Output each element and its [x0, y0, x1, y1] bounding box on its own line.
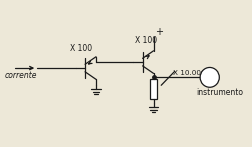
Text: X 10.000: X 10.000 [172, 70, 205, 76]
Text: X 100: X 100 [134, 36, 156, 45]
Text: X 100: X 100 [70, 44, 91, 53]
Text: +: + [155, 27, 163, 37]
Text: corrente: corrente [5, 71, 37, 80]
Circle shape [199, 67, 218, 87]
Text: instrumento: instrumento [196, 88, 242, 97]
Bar [149, 79, 157, 99]
